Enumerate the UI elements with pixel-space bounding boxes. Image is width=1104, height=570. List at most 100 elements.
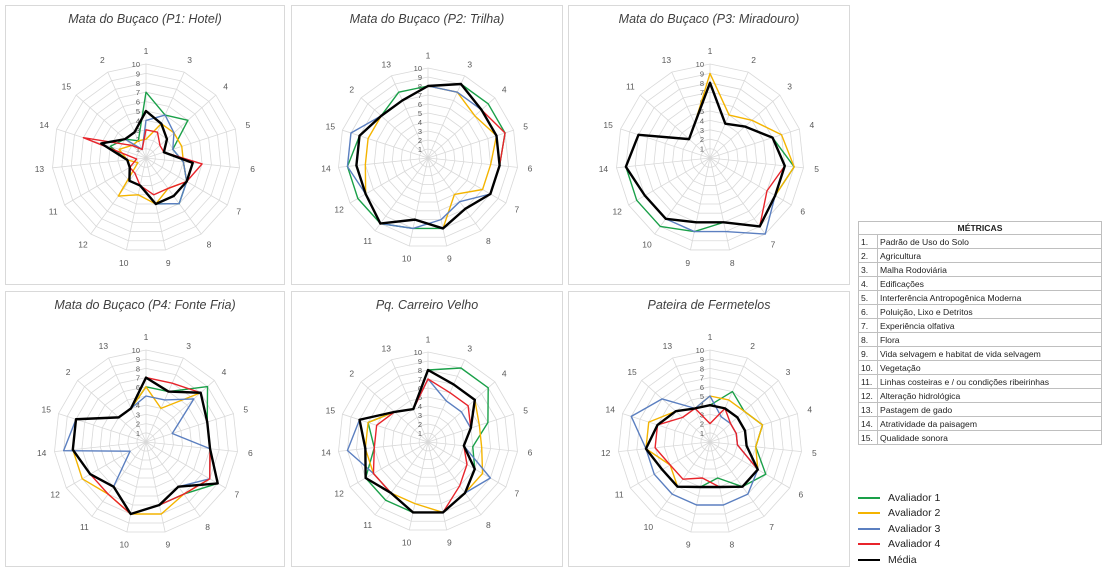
series-media [355,82,501,230]
radial-tick-label: 9 [418,73,422,82]
radial-tick-label: 8 [700,364,704,373]
series-media [71,376,219,516]
axis-label: 9 [447,253,452,263]
axis-label: 2 [349,84,354,94]
grid-ring [627,358,793,524]
radial-tick-label: 2 [700,420,704,429]
axis-label: 14 [37,448,47,458]
grid-spoke [338,441,429,452]
grid-spoke [145,128,236,159]
axis-label: 3 [787,81,792,91]
axis-label: 2 [66,367,71,377]
grid-ring [409,423,447,461]
metric-row: 4. Edificações [858,276,1102,291]
axis-label: 5 [814,164,819,174]
grid-spoke [672,357,711,443]
grid-ring [338,67,518,247]
radial-tick-label: 7 [700,88,704,97]
grid-ring [136,432,156,452]
grid-spoke [145,380,215,443]
grid-spoke [709,157,766,235]
axis-label: 7 [234,489,239,499]
grid-ring [90,386,202,497]
legend-swatch [858,512,880,515]
axis-label: 15 [42,405,52,415]
axis-label: 10 [119,258,129,268]
metric-label: Poluição, Lixo e Detritos [877,304,1102,319]
grid-ring [400,414,456,469]
metric-label: Flora [877,332,1102,347]
grid-spoke [145,441,226,489]
radial-tick-label: 1 [136,429,140,438]
axis-label: 13 [662,55,672,65]
radial-tick-label: 1 [418,429,422,438]
grid-spoke [145,413,234,443]
grid-spoke [64,157,147,206]
axis-label: 11 [363,520,372,530]
grid-ring [127,423,165,461]
grid-spoke [671,71,711,159]
grid-ring [118,413,174,470]
grid-spoke [66,441,147,489]
grid-spoke [628,157,711,206]
axis-label: 10 [119,540,129,550]
radial-tick-label: 1 [418,145,422,154]
radial-tick-label: 3 [136,410,140,419]
axis-label: 4 [222,367,227,377]
axis-label: 11 [615,489,624,499]
radial-tick-label: 3 [136,126,140,135]
metric-label: Experiência olfativa [877,318,1102,333]
axis-label: 7 [236,207,241,217]
grid-spoke [427,97,496,159]
axis-label: 11 [49,207,58,217]
metric-number: 13. [858,402,878,417]
metric-number: 8. [858,332,878,347]
legend-item: Avaliador 2 [858,506,1018,522]
grid-ring [653,101,767,214]
grid-spoke [709,413,798,443]
radial-tick-label: 7 [418,375,422,384]
radial-tick-label: 4 [136,401,140,410]
legend-item: Média [858,552,1018,568]
legend-swatch [858,527,880,530]
grid-ring [382,112,474,203]
series-avaliador-3 [346,85,501,230]
axis-label: 12 [50,489,60,499]
axis-label: 5 [523,405,528,415]
grid-spoke [145,441,238,453]
radial-tick-label: 10 [414,348,422,357]
grid-ring [400,130,456,185]
radial-tick-label: 10 [132,60,140,69]
axis-label: 1 [426,50,431,60]
axis-label: 2 [100,55,105,65]
radial-tick-label: 5 [700,107,704,116]
metric-label: Malha Rodoviária [877,262,1102,277]
radial-tick-label: 7 [136,374,140,383]
radial-tick-label: 10 [696,346,704,355]
metric-row: 7. Experiência olfativa [858,318,1102,333]
metric-number: 7. [858,318,878,333]
axis-label: 4 [502,368,507,378]
grid-spoke [709,157,804,169]
axis-label: 15 [603,120,613,130]
series-avaliador-2 [117,122,188,205]
series-avaliador-2 [364,369,484,514]
axis-label: 3 [186,341,191,351]
radial-tick-label: 4 [136,116,140,125]
axis-label: 13 [663,341,673,351]
grid-ring [99,395,193,488]
axis-label: 12 [601,448,611,458]
axis-label: 1 [144,46,149,56]
grid-ring [625,72,795,242]
metric-label: Atratividade da paisagem [877,416,1102,431]
metric-number: 15. [858,430,878,445]
grid-spoke [145,94,217,159]
metric-label: Alteração hidrológica [877,388,1102,403]
grid-spoke [145,441,166,533]
grid-ring [54,349,238,533]
axis-label: 8 [486,520,491,530]
axis-label: 8 [730,258,735,268]
series-avaliador-4 [72,376,211,515]
radar-chart-pateira-fermetelos: Pateira de Fermetelos 1 2 3 4 5 6 7 8 9 10 1 2 3 4 5 6 7… [568,291,850,567]
